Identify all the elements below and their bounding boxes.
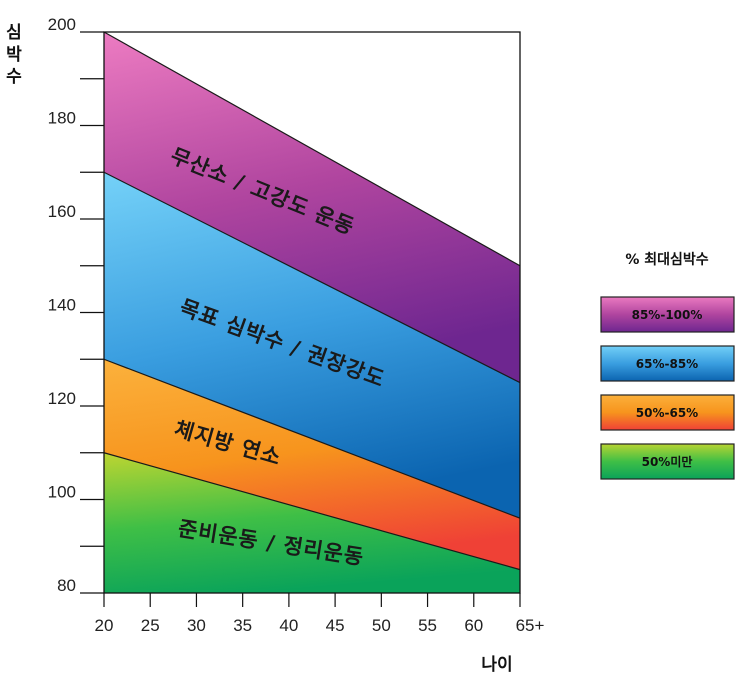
x-tick-label: 55 (418, 616, 437, 635)
x-tick-label: 25 (141, 616, 160, 635)
legend-entry: 65%-85% (636, 357, 698, 371)
y-axis-label: 심 (6, 23, 22, 43)
zone-band (104, 32, 520, 383)
x-axis-label: 나이 (481, 655, 512, 675)
x-tick-label: 60 (464, 616, 483, 635)
legend-entry: 85%-100% (632, 308, 703, 322)
legend-entry: 50%미만 (642, 454, 693, 469)
y-axis-label: 박 (6, 45, 22, 65)
zone-boundary-line (103, 358, 521, 519)
zone-boundary-line (103, 452, 521, 571)
y-tick-label: 180 (48, 109, 76, 128)
y-tick-label: 160 (48, 202, 76, 221)
x-tick-label: 35 (233, 616, 252, 635)
zone-band (104, 172, 520, 519)
zone-band (104, 452, 520, 593)
zone-boundary-line (103, 171, 521, 384)
y-tick-label: 140 (48, 296, 76, 315)
legend-swatch (600, 394, 735, 431)
legend-swatch (600, 443, 735, 480)
x-tick-label: 20 (95, 616, 114, 635)
legend-swatch (600, 296, 735, 333)
y-axis-label: 수 (6, 67, 22, 87)
x-tick-label: 40 (279, 616, 298, 635)
zone-band (104, 359, 520, 570)
x-tick-label: 30 (187, 616, 206, 635)
x-tick-label: 65+ (516, 616, 545, 635)
legend-swatch (600, 345, 735, 382)
y-tick-label: 200 (48, 15, 76, 34)
legend-title: % 최대심박수 (625, 251, 708, 268)
y-tick-label: 80 (57, 576, 76, 595)
x-tick-label: 50 (372, 616, 391, 635)
x-tick-label: 45 (326, 616, 345, 635)
zone-boundary-line (103, 31, 521, 267)
legend-entry: 50%-65% (636, 406, 698, 420)
y-tick-label: 100 (48, 483, 76, 502)
y-tick-label: 120 (48, 389, 76, 408)
